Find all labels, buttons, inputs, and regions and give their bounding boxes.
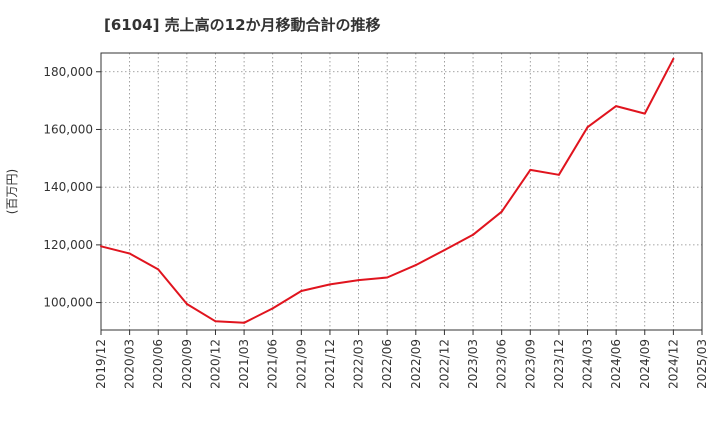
- x-tick-label: 2024/06: [609, 339, 623, 389]
- x-tick-label: 2021/09: [294, 339, 308, 389]
- series-layer: [100, 57, 675, 324]
- data-point: [414, 264, 417, 267]
- y-axis-label: (百万円): [5, 169, 19, 214]
- x-tick-label: 2023/12: [552, 339, 566, 389]
- data-point: [443, 249, 446, 252]
- data-point: [557, 173, 560, 176]
- x-tick-label: 2022/03: [352, 339, 366, 389]
- data-point: [214, 320, 217, 323]
- y-tick-label: 180,000: [43, 65, 93, 79]
- data-point: [300, 290, 303, 292]
- y-axis: 100,000 120,000 140,000 160,000 180,000: [43, 65, 101, 310]
- y-tick-label: 100,000: [43, 296, 93, 310]
- data-point: [472, 233, 474, 236]
- data-point: [357, 279, 360, 282]
- y-tick-label: 140,000: [43, 180, 93, 194]
- x-tick-label: 2019/12: [94, 339, 108, 389]
- data-point: [615, 105, 618, 108]
- x-tick-label: 2022/09: [409, 339, 423, 389]
- x-tick-label: 2020/06: [151, 339, 165, 389]
- x-tick-label: 2023/03: [466, 339, 480, 389]
- x-tick-label: 2023/06: [495, 339, 509, 389]
- data-point: [128, 252, 131, 255]
- x-tick-label: 2024/03: [581, 339, 595, 389]
- y-tick-label: 120,000: [43, 238, 93, 252]
- x-tick-label: 2025/03: [695, 339, 709, 389]
- x-tick-label: 2021/06: [266, 339, 280, 389]
- y-tick-label: 160,000: [43, 122, 93, 136]
- data-point: [100, 245, 102, 248]
- chart-title: [6104] 売上高の12か月移動合計の推移: [104, 16, 381, 34]
- data-point: [185, 303, 188, 305]
- plot-area: [100, 52, 703, 331]
- data-point: [157, 268, 160, 271]
- data-point: [643, 112, 646, 115]
- x-tick-label: 2024/12: [666, 339, 680, 389]
- data-point: [672, 57, 675, 60]
- data-point: [529, 168, 532, 171]
- data-point: [243, 321, 246, 324]
- data-point: [500, 210, 503, 213]
- x-tick-label: 2021/12: [323, 339, 337, 389]
- data-point: [586, 126, 589, 129]
- x-tick-label: 2021/03: [237, 339, 251, 389]
- data-point: [329, 283, 331, 286]
- data-point: [386, 276, 389, 279]
- x-tick-label: 2023/09: [523, 339, 537, 389]
- x-tick-label: 2022/06: [380, 339, 394, 389]
- data-point: [271, 307, 274, 310]
- x-axis: 2019/12 2020/03 2020/06 2020/09 2020/12 2021/…: [94, 330, 709, 389]
- x-tick-label: 2020/12: [208, 339, 222, 389]
- x-tick-label: 2022/12: [437, 339, 451, 389]
- x-tick-label: 2024/09: [638, 339, 652, 389]
- x-tick-label: 2020/03: [123, 339, 137, 389]
- grid: [101, 53, 702, 330]
- x-tick-label: 2020/09: [180, 339, 194, 389]
